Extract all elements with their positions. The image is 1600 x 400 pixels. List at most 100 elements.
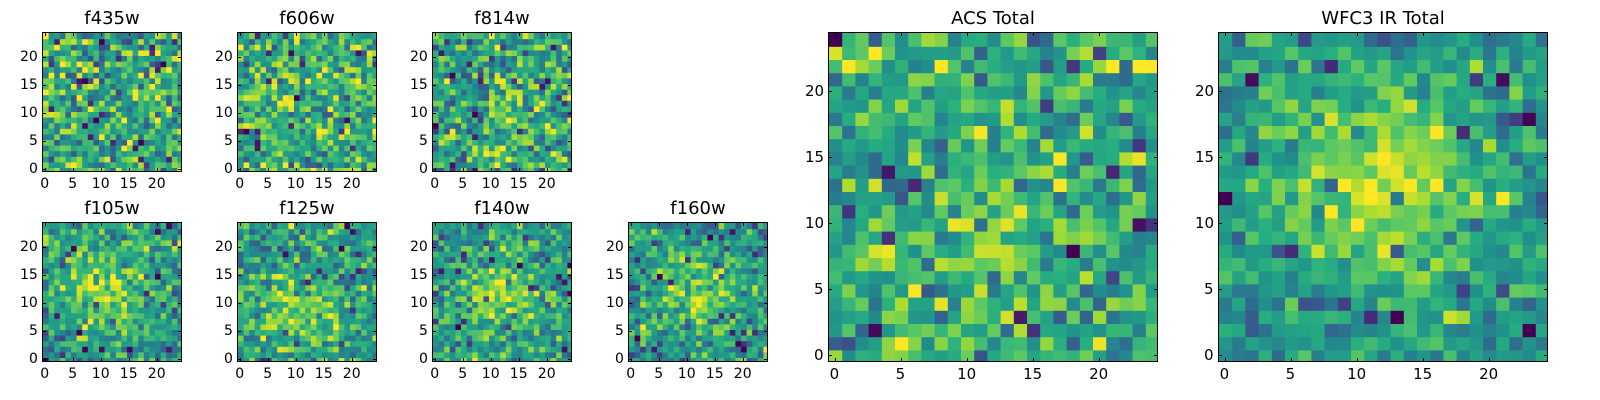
heatmap-cell (449, 223, 456, 230)
heatmap-cell (517, 318, 524, 325)
heatmap-cell (366, 346, 373, 353)
heatmap-cell (500, 256, 507, 263)
heatmap-cell (143, 239, 150, 246)
heatmap-cell (500, 335, 507, 342)
heatmap-cell (121, 72, 128, 79)
x-tick-mark (295, 358, 297, 362)
heatmap-cell (76, 38, 83, 45)
heatmap-cell (254, 295, 261, 302)
heatmap-cell (322, 307, 329, 314)
heatmap-cell (640, 340, 647, 347)
heatmap-cell (634, 262, 641, 269)
heatmap-cell (517, 335, 524, 342)
heatmap-cell (366, 105, 373, 112)
heatmap-cell (372, 105, 376, 112)
heatmap-cell (266, 267, 273, 274)
heatmap-cell (59, 223, 66, 230)
heatmap-cell (149, 351, 156, 358)
heatmap-cell (310, 307, 317, 314)
heatmap-cell (327, 44, 334, 51)
heatmap-cell (177, 228, 181, 235)
heatmap-cell (757, 279, 764, 286)
heatmap-cell (160, 128, 167, 135)
heatmap-cell (71, 307, 78, 314)
heatmap-cell (149, 44, 156, 51)
heatmap-cell (679, 267, 686, 274)
heatmap-cell (310, 262, 317, 269)
heatmap-cell (277, 105, 284, 112)
heatmap-cell (43, 284, 50, 291)
heatmap-cell (238, 318, 245, 325)
heatmap-cell (1106, 231, 1120, 245)
heatmap-cell (115, 117, 122, 124)
heatmap-cell (438, 357, 445, 361)
heatmap-cell (171, 307, 178, 314)
heatmap-cell (545, 267, 552, 274)
heatmap-cell (327, 72, 334, 79)
heatmap-cell (138, 346, 145, 353)
heatmap-cell (277, 262, 284, 269)
heatmap-cell (249, 100, 256, 107)
heatmap-cell (132, 111, 139, 118)
heatmap-cell (1145, 336, 1157, 351)
heatmap-cell (746, 251, 753, 258)
heatmap-cell (277, 273, 284, 280)
heatmap-cell (155, 89, 162, 96)
heatmap-cell (155, 245, 162, 252)
heatmap-cell (561, 335, 568, 342)
heatmap-cell (76, 290, 83, 297)
heatmap-cell (974, 270, 988, 285)
heatmap-cell (294, 290, 301, 297)
heatmap-cell (673, 284, 680, 291)
heatmap-cell (668, 223, 675, 230)
heatmap-cell (713, 295, 720, 302)
heatmap-cell (294, 284, 301, 291)
heatmap-image (238, 33, 376, 171)
heatmap-cell (511, 318, 518, 325)
heatmap-cell (299, 128, 306, 135)
heatmap-cell (59, 139, 66, 146)
heatmap-cell (115, 139, 122, 146)
heatmap-cell (104, 38, 111, 45)
heatmap-cell (333, 94, 340, 101)
heatmap-cell (54, 122, 61, 129)
heatmap-cell (735, 284, 742, 291)
heatmap-cell (477, 340, 484, 347)
heatmap-cell (71, 55, 78, 62)
heatmap-cell (444, 323, 451, 330)
heatmap-cell (489, 167, 496, 171)
heatmap-cell (149, 139, 156, 146)
heatmap-cell (48, 284, 55, 291)
heatmap-cell (93, 44, 100, 51)
heatmap-cell (433, 161, 440, 168)
heatmap-cell (327, 307, 334, 314)
heatmap-cell (238, 357, 245, 361)
heatmap-cell (679, 335, 686, 342)
heatmap-cell (350, 44, 357, 51)
heatmap-cell (316, 279, 323, 286)
heatmap-cell (494, 234, 501, 241)
heatmap-cell (735, 357, 742, 361)
heatmap-cell (299, 273, 306, 280)
heatmap-cell (316, 150, 323, 157)
heatmap-cell (93, 223, 100, 230)
heatmap-cell (500, 105, 507, 112)
heatmap-cell (243, 38, 250, 45)
heatmap-cell (895, 244, 909, 258)
heatmap-cell (645, 262, 652, 269)
heatmap-cell (500, 49, 507, 56)
heatmap-cell (489, 44, 496, 51)
heatmap-cell (472, 122, 479, 129)
heatmap-cell (908, 349, 922, 361)
heatmap-cell (494, 49, 501, 56)
heatmap-cell (121, 105, 128, 112)
heatmap-cell (718, 239, 725, 246)
heatmap-cell (455, 33, 462, 40)
heatmap-cell (974, 310, 988, 324)
heatmap-cell (271, 100, 278, 107)
heatmap-cell (855, 349, 870, 361)
heatmap-cell (260, 33, 267, 40)
heatmap-cell (550, 117, 557, 124)
heatmap-cell (1145, 231, 1157, 245)
y-tick-mark-right (178, 169, 182, 171)
